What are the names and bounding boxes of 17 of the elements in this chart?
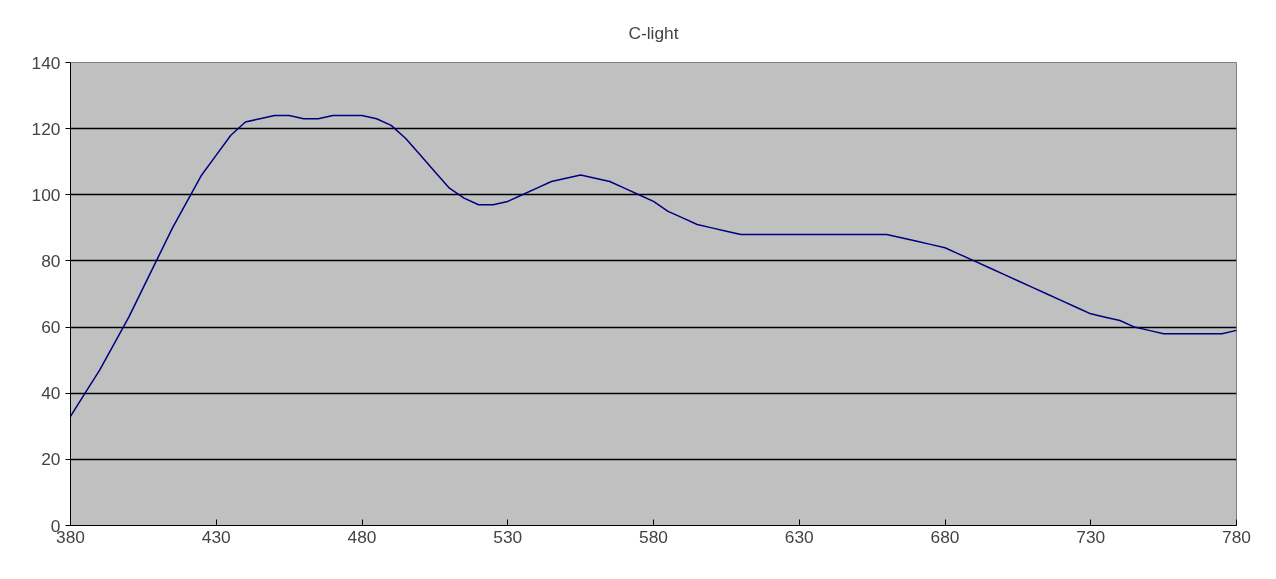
x-tick-label: 530: [493, 526, 523, 547]
x-tick-label: 780: [1222, 526, 1251, 547]
x-tick-label: 580: [639, 526, 668, 547]
x-tick-label: 430: [201, 526, 231, 547]
x-tick-label: 680: [930, 526, 960, 547]
y-tick-label: 40: [41, 383, 61, 404]
line-series: [70, 114, 1237, 418]
y-tick-label: 100: [31, 184, 61, 205]
y-tick-label: 60: [41, 317, 61, 338]
x-tick-label: 730: [1076, 526, 1106, 547]
y-tick-label: 80: [41, 250, 61, 271]
y-tick-label: 140: [31, 52, 61, 73]
x-tick-label: 630: [784, 526, 814, 547]
x-tick-label: 480: [347, 526, 377, 547]
y-tick-label: 20: [41, 449, 61, 470]
chart-title: C-light: [628, 22, 679, 43]
y-tick-label: 120: [31, 118, 61, 139]
